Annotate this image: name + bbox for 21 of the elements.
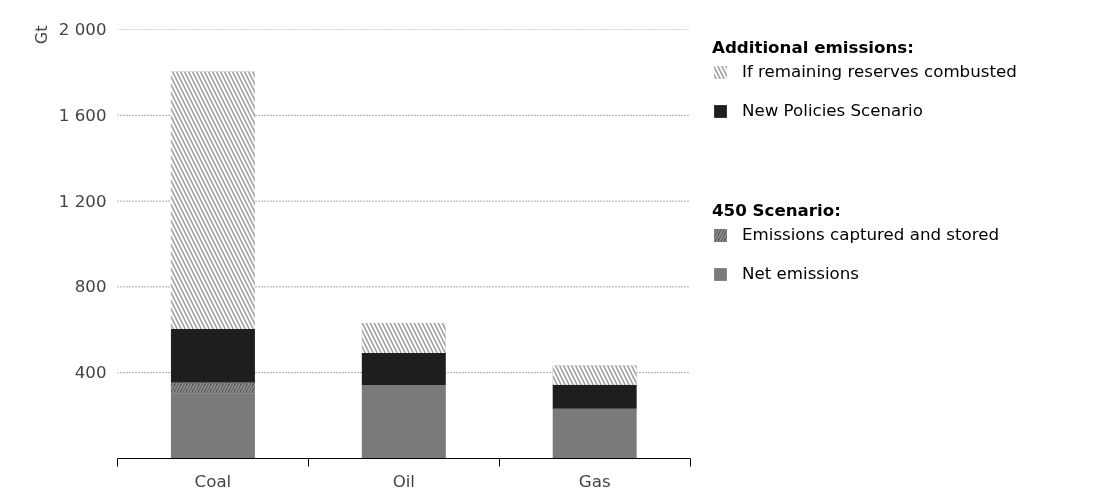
legend-label: Net emissions — [742, 264, 860, 283]
x-tick-label: Coal — [194, 471, 232, 491]
bar — [170, 328, 255, 383]
bar — [552, 408, 637, 459]
bar — [552, 384, 637, 409]
legend-label: If remaining reserves combusted — [742, 62, 1017, 81]
x-tick-label: Gas — [578, 471, 611, 491]
bar — [361, 385, 446, 459]
y-tick-label: 1 600 — [58, 105, 107, 125]
y-tick-label: 800 — [74, 277, 107, 297]
text: 450 Scenario: — [712, 201, 842, 220]
x-tick-label: Oil — [392, 471, 415, 491]
y-tick-label: 1 200 — [58, 191, 107, 211]
y-tick-label: 2 000 — [58, 20, 107, 39]
legend-title: Additional emissions: — [712, 38, 915, 57]
y-tick-label: 400 — [74, 363, 107, 383]
legend-label: New Policies Scenario — [742, 101, 923, 120]
legend-label: Emissions captured and stored — [742, 225, 1000, 244]
bar — [361, 352, 446, 386]
bar — [170, 393, 255, 459]
y-axis-title: Gt — [31, 25, 51, 45]
